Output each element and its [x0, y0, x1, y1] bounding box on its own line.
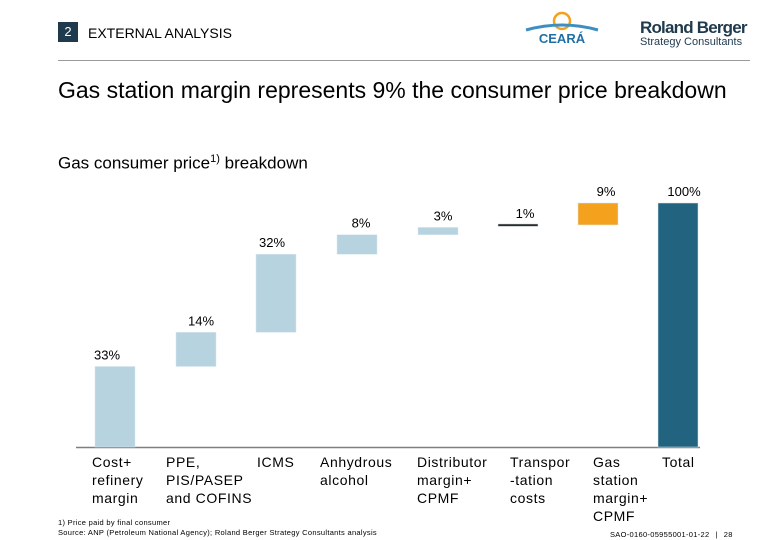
category-label-6-line-3: CPMF	[593, 508, 635, 524]
category-label-7-line-0: Total	[662, 454, 695, 470]
category-label-1-line-1: PIS/PASEP	[166, 472, 244, 488]
rb-logo-name: Roland Berger	[640, 18, 748, 37]
ceara-sun-icon	[552, 11, 572, 31]
doc-code: SAO-0160-05955001-01-22	[610, 530, 710, 539]
bar-5	[497, 223, 539, 227]
roland-berger-logo: Roland Berger Strategy Consultants	[640, 18, 748, 49]
category-label-4-line-2: CPMF	[417, 490, 459, 506]
page-number: 28	[723, 530, 733, 539]
category-label-4-line-0: Distributor	[417, 454, 487, 470]
category-label-6-line-2: margin+	[593, 490, 648, 506]
value-label-5: 1%	[516, 206, 535, 221]
ceara-logo: CEARÁ	[525, 11, 599, 46]
category-label-6-line-0: Gas	[593, 454, 620, 470]
chart-subtitle: Gas consumer price1) breakdown	[58, 153, 308, 174]
category-label-7: Total	[662, 454, 695, 470]
section-number-badge: 2	[58, 22, 78, 42]
bar-4	[417, 227, 459, 235]
value-label-4: 3%	[434, 208, 453, 223]
subtitle-text: Gas consumer price	[58, 153, 211, 173]
source-text: Source: ANP (Petroleum National Agency);…	[58, 528, 377, 537]
ceara-wave-icon	[525, 23, 599, 32]
subtitle-footnote-mark: 1)	[210, 153, 220, 165]
value-label-3: 8%	[352, 216, 371, 231]
page-separator: |	[715, 530, 718, 539]
category-label-2: ICMS	[257, 454, 294, 470]
category-label-3-line-0: Anhydrous	[320, 454, 392, 470]
category-label-5-line-1: -tation	[510, 472, 553, 488]
category-label-2-line-0: ICMS	[257, 454, 294, 470]
section-title: EXTERNAL ANALYSIS	[88, 25, 232, 41]
value-label-6: 9%	[597, 184, 616, 199]
category-label-5: Transpor -tation costs	[510, 454, 570, 506]
category-label-1-line-0: PPE,	[166, 454, 200, 470]
category-label-3-line-1: alcohol	[320, 472, 369, 488]
ceara-logo-text: CEARÁ	[539, 31, 586, 46]
footnote-block: 1) Price paid by final consumer Source: …	[58, 518, 377, 538]
category-label-1: PPE, PIS/PASEP and COFINS	[166, 454, 252, 506]
page-title: Gas station margin represents 9% the con…	[58, 77, 727, 103]
bar-3	[336, 234, 378, 255]
subtitle-suffix: breakdown	[219, 153, 308, 173]
category-label-0-line-0: Cost+	[92, 454, 132, 470]
bar-2	[255, 253, 297, 333]
category-label-6: Gas station margin+ CPMF	[593, 454, 648, 524]
category-label-4: Distributor margin+ CPMF	[417, 454, 487, 506]
value-label-0: 33%	[94, 347, 120, 362]
category-label-5-line-0: Transpor	[510, 454, 570, 470]
category-label-0-line-1: refinery	[92, 472, 143, 488]
category-label-6-line-1: station	[593, 472, 638, 488]
category-label-1-line-2: and COFINS	[166, 490, 252, 506]
value-label-7: 100%	[667, 184, 701, 199]
category-label-0-line-2: margin	[92, 490, 138, 506]
bar-1	[175, 332, 217, 367]
category-label-4-line-1: margin+	[417, 472, 472, 488]
value-label-1: 14%	[188, 313, 214, 328]
footnote-text: 1) Price paid by final consumer	[58, 518, 171, 527]
bar-0	[94, 366, 136, 448]
bar-6	[577, 202, 619, 226]
header-divider	[58, 60, 750, 61]
document-code: SAO-0160-05955001-01-22 | 28	[610, 530, 733, 539]
bar-7	[657, 202, 699, 448]
category-label-3: Anhydrous alcohol	[320, 454, 392, 488]
rb-logo-sub: Strategy Consultants	[640, 36, 743, 48]
category-label-5-line-2: costs	[510, 490, 546, 506]
category-label-0: Cost+ refinery margin	[92, 454, 143, 506]
value-label-2: 32%	[259, 235, 285, 250]
